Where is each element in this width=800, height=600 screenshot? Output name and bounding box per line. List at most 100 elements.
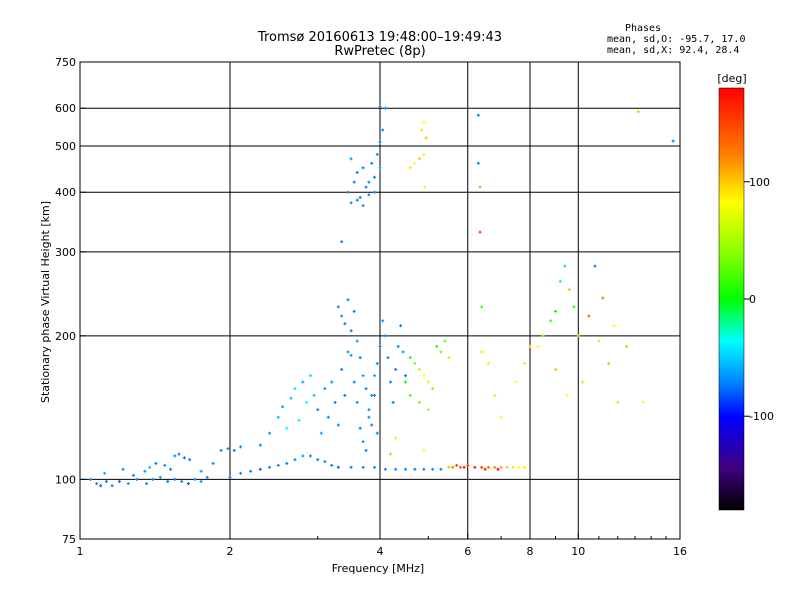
data-point bbox=[641, 400, 645, 404]
colorbar-tick-label: -100 bbox=[749, 410, 774, 423]
data-point bbox=[163, 463, 167, 467]
data-point bbox=[496, 467, 500, 471]
data-point bbox=[297, 418, 301, 422]
x-tick-label: 6 bbox=[464, 545, 471, 558]
y-tick-label: 750 bbox=[55, 56, 76, 69]
data-point bbox=[386, 356, 390, 360]
data-point bbox=[473, 465, 477, 469]
data-point bbox=[408, 166, 412, 170]
data-point bbox=[276, 463, 280, 467]
chart-subtitle: RwPretec (8p) bbox=[334, 44, 425, 59]
data-point bbox=[169, 467, 173, 471]
chart-title: Tromsø 20160613 19:48:00–19:49:43 bbox=[257, 30, 502, 45]
data-point bbox=[378, 166, 382, 170]
data-point bbox=[480, 465, 484, 469]
data-point bbox=[417, 400, 421, 404]
data-point bbox=[355, 339, 359, 343]
data-point bbox=[403, 374, 407, 378]
data-point bbox=[399, 324, 403, 328]
data-point bbox=[607, 361, 611, 365]
data-point bbox=[462, 465, 466, 469]
data-point bbox=[480, 350, 484, 354]
data-point bbox=[476, 161, 480, 165]
data-point bbox=[373, 374, 377, 378]
data-point bbox=[370, 423, 374, 427]
data-point bbox=[333, 400, 337, 404]
data-point bbox=[131, 473, 135, 477]
data-point bbox=[439, 467, 443, 471]
data-point bbox=[403, 467, 407, 471]
data-point bbox=[188, 458, 192, 462]
data-point bbox=[173, 477, 177, 481]
data-point bbox=[316, 458, 320, 462]
data-point bbox=[422, 467, 426, 471]
data-point bbox=[671, 139, 675, 143]
data-point bbox=[553, 309, 557, 313]
data-point bbox=[267, 431, 271, 435]
data-point bbox=[352, 180, 356, 184]
data-point bbox=[293, 387, 297, 391]
data-point bbox=[308, 454, 312, 458]
y-axis-label: Stationary phase Virtual Height [km] bbox=[39, 201, 52, 403]
data-point bbox=[483, 467, 487, 471]
y-tick-label: 600 bbox=[55, 102, 76, 115]
data-point bbox=[447, 465, 451, 469]
data-point bbox=[451, 465, 455, 469]
data-point bbox=[616, 400, 620, 404]
data-point bbox=[565, 393, 569, 397]
y-tick-label: 100 bbox=[55, 473, 76, 486]
data-point bbox=[447, 356, 451, 360]
data-point bbox=[426, 380, 430, 384]
data-point bbox=[422, 448, 426, 452]
data-point bbox=[285, 461, 289, 465]
data-point bbox=[349, 201, 353, 205]
data-point bbox=[486, 465, 490, 469]
data-point bbox=[308, 374, 312, 378]
data-point bbox=[413, 361, 417, 365]
data-point bbox=[330, 463, 334, 467]
y-tick-label: 300 bbox=[55, 246, 76, 259]
data-point bbox=[336, 305, 340, 309]
data-point bbox=[367, 180, 371, 184]
data-point bbox=[511, 465, 515, 469]
data-point bbox=[383, 106, 387, 110]
data-point bbox=[424, 136, 428, 140]
data-point bbox=[478, 185, 482, 189]
x-tick-label: 10 bbox=[571, 545, 585, 558]
data-point bbox=[301, 454, 305, 458]
data-point bbox=[536, 344, 540, 348]
data-point bbox=[364, 448, 368, 452]
data-point bbox=[431, 467, 435, 471]
data-point bbox=[361, 374, 365, 378]
data-point bbox=[361, 166, 365, 170]
data-point bbox=[346, 350, 350, 354]
data-point bbox=[394, 467, 398, 471]
data-point bbox=[199, 469, 203, 473]
data-point bbox=[413, 467, 417, 471]
data-point bbox=[226, 447, 230, 451]
data-point bbox=[383, 334, 387, 338]
data-point bbox=[143, 469, 147, 473]
data-point bbox=[99, 484, 103, 488]
data-point bbox=[625, 344, 629, 348]
data-point bbox=[158, 475, 162, 479]
data-point bbox=[394, 367, 398, 371]
data-point bbox=[601, 296, 605, 300]
data-point bbox=[103, 471, 107, 475]
data-point bbox=[636, 110, 640, 114]
data-point bbox=[505, 465, 509, 469]
data-point bbox=[293, 458, 297, 462]
data-point bbox=[587, 314, 591, 318]
data-point bbox=[182, 456, 186, 460]
data-point bbox=[126, 482, 130, 486]
data-point bbox=[193, 477, 197, 481]
data-point bbox=[597, 339, 601, 343]
data-point bbox=[364, 387, 368, 391]
data-point bbox=[145, 482, 149, 486]
data-point bbox=[378, 140, 382, 144]
x-axis-label: Frequency [MHz] bbox=[332, 562, 424, 575]
data-point bbox=[417, 367, 421, 371]
data-point bbox=[458, 465, 462, 469]
data-point bbox=[383, 467, 387, 471]
data-point bbox=[576, 334, 580, 338]
